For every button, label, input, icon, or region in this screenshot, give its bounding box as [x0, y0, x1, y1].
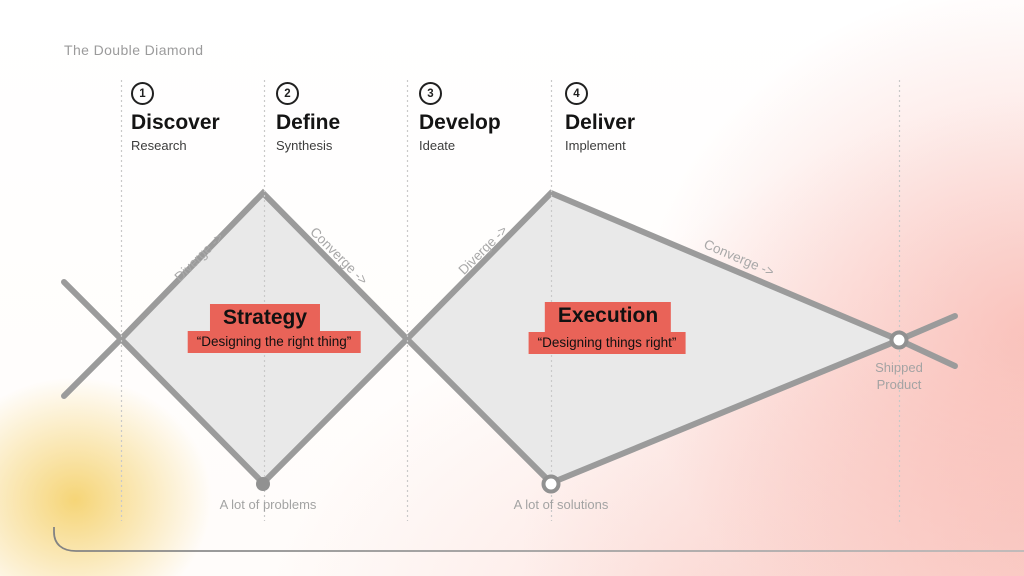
solutions-node-ring — [541, 474, 561, 494]
phase-name: Define — [276, 111, 341, 134]
shipped-node-ring — [889, 330, 909, 350]
phase-header-develop: 3 Develop Ideate — [419, 82, 549, 154]
phase-header-deliver: 4 Deliver Implement — [565, 82, 695, 154]
phase-subtitle: Synthesis — [276, 138, 333, 153]
phase-number-badge: 4 — [565, 82, 588, 105]
strategy-quote: “Designing the right thing” — [187, 331, 361, 353]
phase-number-badge: 1 — [131, 82, 154, 105]
phase-subtitle: Research — [131, 138, 187, 153]
execution-title: Execution — [544, 302, 672, 332]
phase-header-define: 2 Define Synthesis — [276, 82, 406, 154]
left-tail-upper — [61, 279, 124, 342]
right-tail-upper — [896, 313, 958, 343]
right-tail-lower — [896, 337, 958, 369]
strategy-title: Strategy — [209, 304, 321, 334]
shipped-product-line1: Shipped — [875, 360, 923, 375]
phase-subtitle: Ideate — [419, 138, 456, 153]
phase-subtitle: Implement — [565, 138, 626, 153]
bottom-swoosh-line — [53, 527, 1024, 552]
shipped-product-line2: Product — [876, 377, 922, 392]
phase-number-badge: 3 — [419, 82, 442, 105]
problems-label: A lot of problems — [219, 497, 317, 512]
solutions-label: A lot of solutions — [513, 497, 609, 512]
left-tail-lower — [61, 336, 124, 399]
problems-node-dot — [256, 477, 270, 491]
shipped-product-label: Shipped Product — [875, 359, 923, 393]
phase-name: Discover — [131, 111, 220, 134]
execution-quote: “Designing things right” — [528, 332, 686, 354]
phase-header-discover: 1 Discover Research — [131, 82, 261, 154]
phase-number-badge: 2 — [276, 82, 299, 105]
slide-title: The Double Diamond — [64, 42, 204, 58]
phase-name: Deliver — [565, 111, 636, 134]
phase-name: Develop — [419, 111, 501, 134]
